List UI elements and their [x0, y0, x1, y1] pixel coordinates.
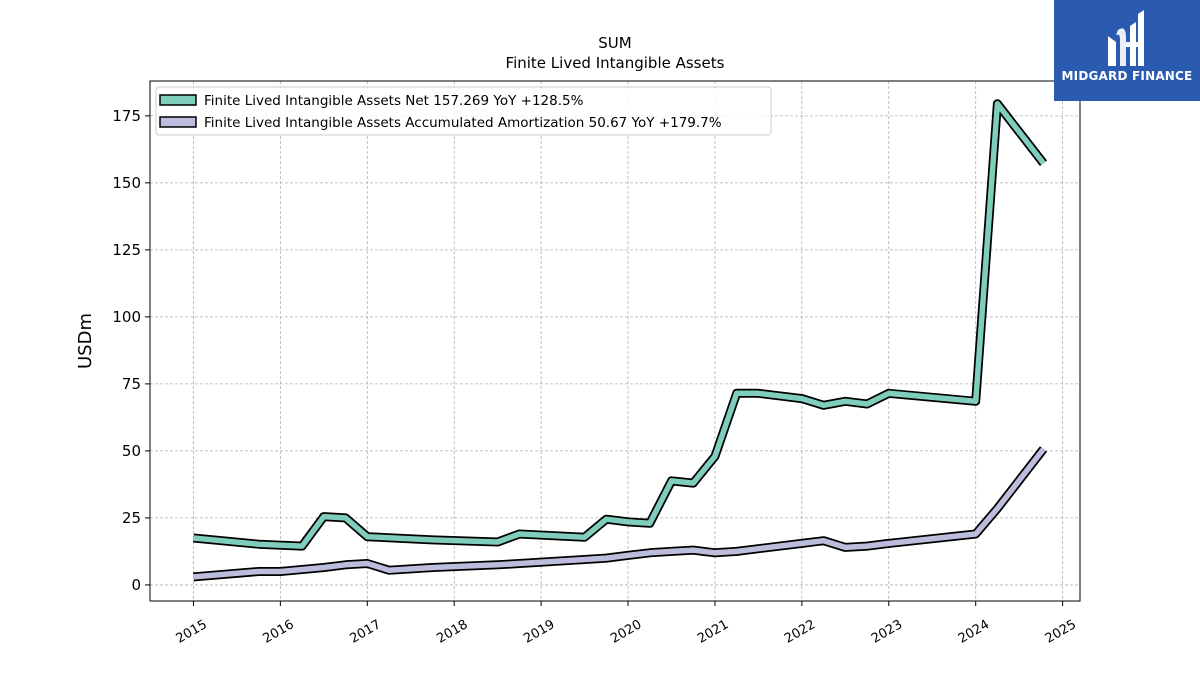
- x-tick-label: 2023: [869, 617, 905, 647]
- x-tick-label: 2015: [174, 617, 210, 647]
- x-tick-label: 2025: [1043, 617, 1079, 647]
- plot-frame: [149, 80, 1081, 602]
- y-tick-label: 175: [112, 107, 141, 125]
- x-tick-label: 2021: [695, 617, 731, 647]
- chart-subtitle: Finite Lived Intangible Assets: [506, 54, 725, 72]
- legend-box: [155, 86, 772, 136]
- series-line-1: [193, 99, 1048, 551]
- x-tick-label: 2022: [782, 617, 818, 647]
- legend-label: Finite Lived Intangible Assets Accumulat…: [204, 115, 722, 131]
- x-tick-label: 2020: [608, 617, 644, 647]
- y-tick-label: 0: [131, 576, 141, 594]
- series-line-2: [193, 446, 1048, 582]
- series-stroke: [193, 101, 1046, 549]
- legend-label: Finite Lived Intangible Assets Net 157.2…: [204, 93, 584, 109]
- series-stroke: [193, 447, 1046, 580]
- legend: Finite Lived Intangible Assets Net 157.2…: [155, 86, 772, 136]
- y-tick-label: 150: [112, 174, 141, 192]
- legend-swatch: [159, 116, 197, 128]
- x-tick-label: 2024: [956, 617, 992, 647]
- y-tick-label: 125: [112, 241, 141, 259]
- axes: 0 25 50 75 100 125 150 175 2015 2016 2017 2018 2019 2…: [112, 107, 1079, 647]
- chart-title: SUM: [598, 34, 631, 52]
- grid: [150, 81, 1080, 601]
- x-tick-label: 2019: [521, 617, 557, 647]
- y-tick-label: 75: [122, 375, 141, 393]
- x-tick-label: 2016: [261, 617, 297, 647]
- y-tick-label: 50: [122, 442, 141, 460]
- logo-mark-icon: [1108, 10, 1144, 67]
- brand-logo: MIDGARD FINANCE: [1054, 0, 1200, 101]
- y-axis-label: USDm: [75, 313, 96, 369]
- x-tick-label: 2018: [434, 617, 470, 647]
- series-layer: [193, 99, 1048, 582]
- series-outline: [193, 99, 1048, 551]
- logo-text: MIDGARD FINANCE: [1061, 69, 1193, 83]
- legend-swatch: [159, 94, 197, 106]
- x-tick-label: 2017: [347, 617, 383, 647]
- y-tick-label: 25: [122, 509, 141, 527]
- y-tick-label: 100: [112, 308, 141, 326]
